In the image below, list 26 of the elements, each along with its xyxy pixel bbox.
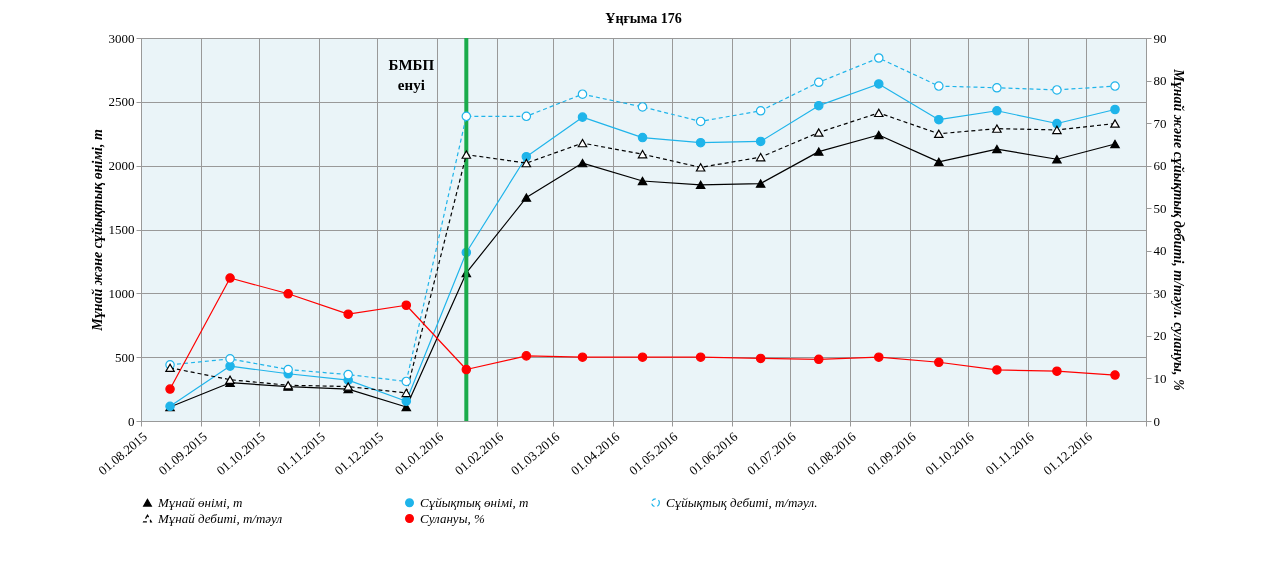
y2-tick-label: 40 — [1153, 243, 1167, 259]
y-tick-label: 3000 — [108, 30, 135, 46]
y-tick-label: 1500 — [108, 222, 135, 237]
legend-label: Мұнай дебиті, т/тәул — [157, 510, 283, 526]
y2-tick-label: 60 — [1153, 158, 1167, 174]
chart-title: Ұңғыма 176 — [605, 11, 682, 26]
legend-label: Сұйықтық дебиті, т/тәул. — [666, 494, 818, 510]
ref-line-label: БМБП енуі — [388, 57, 435, 93]
y2-tick-label: 90 — [1153, 30, 1167, 46]
y2-tick-label: 80 — [1153, 73, 1167, 89]
y2-tick-label: 30 — [1153, 285, 1167, 301]
y2-tick-label: 20 — [1153, 328, 1167, 344]
y2-tick-label: 0 — [1153, 413, 1160, 429]
y-tick-label: 0 — [128, 413, 135, 429]
y-tick-label: 2500 — [108, 94, 135, 110]
legend-label: Мұнай өнімі, т — [157, 494, 243, 510]
y-tick-label: 500 — [115, 349, 135, 365]
y-tick-label: 1000 — [108, 285, 135, 301]
y2-tick-label: 70 — [1153, 115, 1167, 131]
legend-label: Сұйықтық өнімі, т — [420, 494, 529, 510]
y2-axis-title: Мұнай және сұйықтық дебиті, т/тәул. сулануы, % — [1170, 68, 1186, 391]
y-tick-label: 2000 — [108, 158, 135, 174]
y-axis-title: Мұнай және сұйықтық өнімі, т — [89, 129, 105, 332]
y2-tick-label: 50 — [1153, 200, 1167, 216]
legend-label: Сулануы, % — [420, 510, 485, 526]
y2-tick-label: 10 — [1153, 370, 1167, 386]
